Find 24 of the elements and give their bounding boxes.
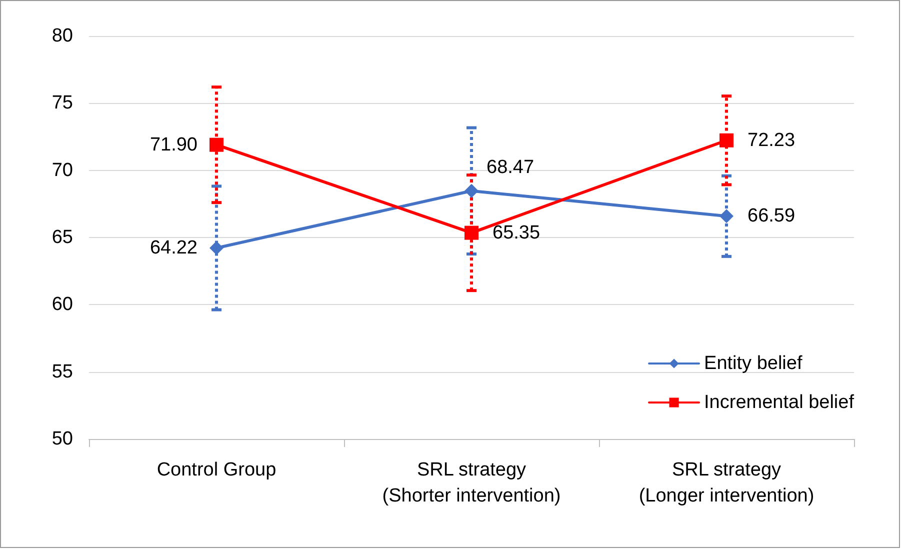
x-tick-label: SRL strategy (Shorter intervention) bbox=[382, 460, 561, 506]
x-tick-label: Control Group bbox=[156, 460, 276, 480]
y-tick-label: 70 bbox=[52, 160, 73, 181]
y-tick-label: 60 bbox=[52, 294, 73, 316]
y-tick-label: 75 bbox=[52, 92, 73, 114]
x-tick-label: SRL strategy (Longer intervention) bbox=[638, 460, 814, 506]
point bbox=[210, 138, 224, 152]
y-tick-label: 55 bbox=[52, 361, 73, 382]
data-label: 66.59 bbox=[748, 206, 796, 227]
data-label: 68.47 bbox=[486, 156, 534, 178]
data-label: 72.23 bbox=[748, 130, 796, 151]
legend-label: Entity belief bbox=[704, 353, 803, 374]
point bbox=[464, 184, 478, 198]
y-tick-label: 50 bbox=[52, 428, 73, 450]
data-label: 65.35 bbox=[492, 222, 540, 244]
legend-label: Incremental belief bbox=[704, 392, 855, 413]
point bbox=[720, 133, 734, 148]
point bbox=[720, 209, 734, 224]
point bbox=[464, 226, 478, 240]
data-label: 64.22 bbox=[150, 237, 198, 258]
data-label: 71.90 bbox=[150, 134, 198, 156]
y-tick-label: 80 bbox=[52, 26, 73, 46]
point bbox=[210, 240, 224, 255]
y-tick-label: 65 bbox=[52, 227, 73, 248]
